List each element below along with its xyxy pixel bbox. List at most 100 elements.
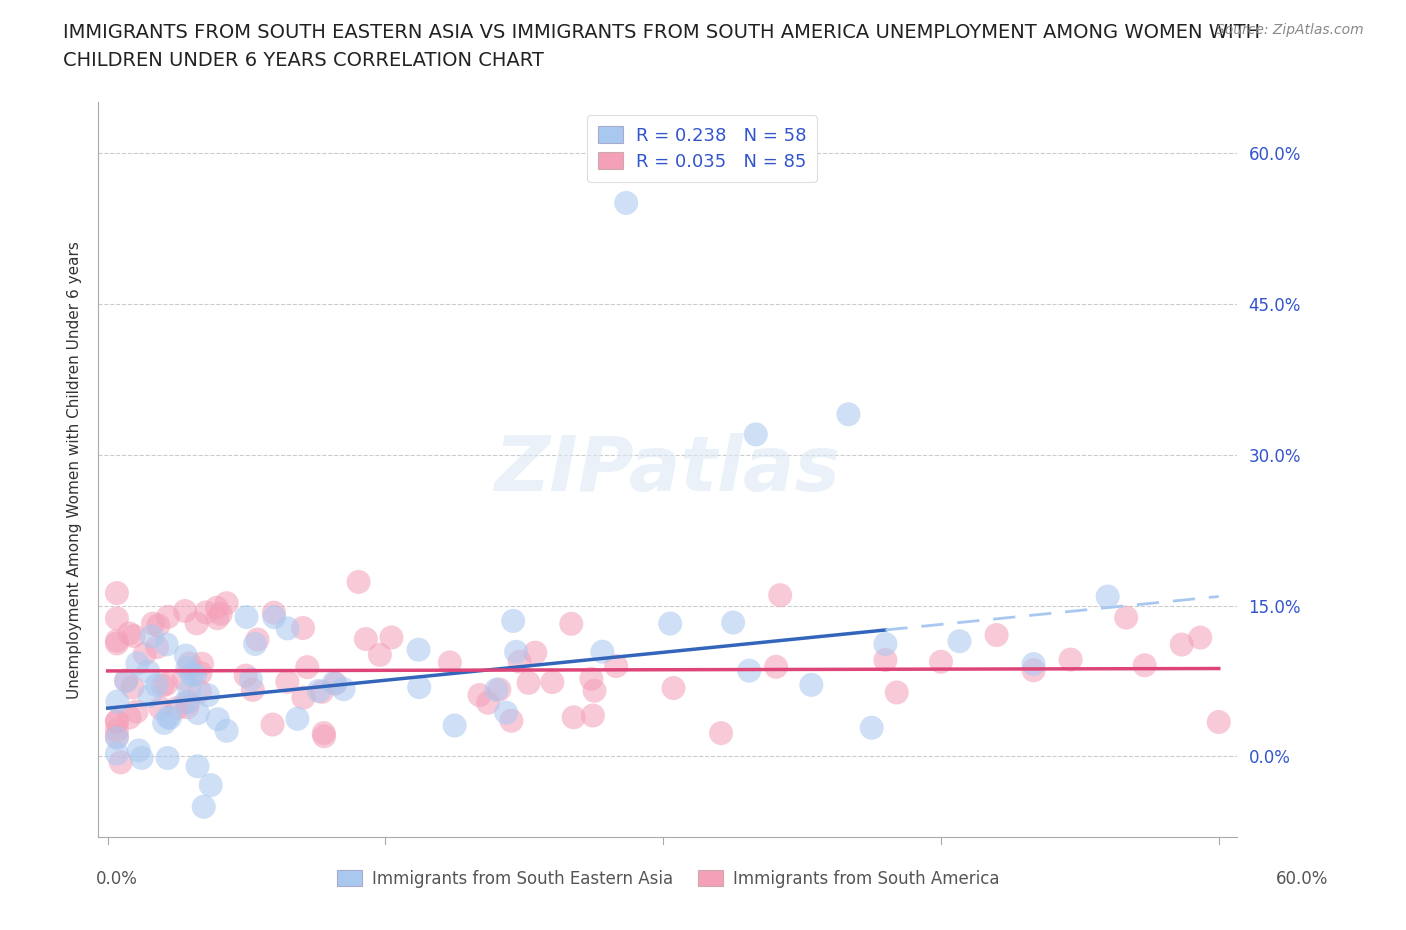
Point <box>141 629 163 644</box>
Point <box>1170 637 1192 652</box>
Point <box>875 636 897 651</box>
Point <box>105 729 128 744</box>
Point <box>242 683 264 698</box>
Point <box>263 610 285 625</box>
Point <box>662 681 685 696</box>
Point <box>1059 652 1081 667</box>
Text: ZIPatlas: ZIPatlas <box>495 432 841 507</box>
Y-axis label: Unemployment Among Women with Children Under 6 years: Unemployment Among Women with Children U… <box>66 241 82 698</box>
Point <box>121 680 143 695</box>
Point <box>190 666 212 681</box>
Point <box>1208 714 1230 729</box>
Point <box>148 618 170 632</box>
Point <box>505 644 527 659</box>
Point <box>195 604 218 619</box>
Point <box>721 615 744 630</box>
Point <box>235 669 257 684</box>
Point <box>380 630 402 644</box>
Point <box>325 676 347 691</box>
Point <box>524 645 547 660</box>
Point <box>1189 631 1212 645</box>
Point <box>710 725 733 740</box>
Point <box>173 671 195 686</box>
Point <box>659 617 682 631</box>
Point <box>179 656 201 671</box>
Point <box>502 614 524 629</box>
Point <box>188 684 211 698</box>
Point <box>583 684 606 698</box>
Point <box>128 743 150 758</box>
Point <box>246 632 269 647</box>
Point <box>745 427 768 442</box>
Point <box>240 672 263 687</box>
Point <box>477 696 499 711</box>
Point <box>235 609 257 624</box>
Point <box>174 648 197 663</box>
Point <box>152 678 174 693</box>
Point <box>115 673 138 688</box>
Point <box>125 704 148 719</box>
Point <box>408 680 430 695</box>
Point <box>105 731 128 746</box>
Point <box>485 683 508 698</box>
Point <box>186 759 208 774</box>
Point <box>314 729 336 744</box>
Point <box>145 678 167 693</box>
Point <box>180 667 202 682</box>
Point <box>860 721 883 736</box>
Point <box>287 711 309 726</box>
Point <box>1115 610 1137 625</box>
Point <box>207 611 229 626</box>
Point <box>488 682 510 697</box>
Point <box>800 677 823 692</box>
Point <box>605 658 627 673</box>
Point <box>769 588 792 603</box>
Point <box>131 751 153 765</box>
Point <box>138 688 160 703</box>
Point <box>332 682 354 697</box>
Point <box>118 626 141 641</box>
Point <box>187 706 209 721</box>
Point <box>560 617 582 631</box>
Legend: Immigrants from South Eastern Asia, Immigrants from South America: Immigrants from South Eastern Asia, Immi… <box>330 863 1005 895</box>
Point <box>134 646 156 661</box>
Point <box>105 714 128 729</box>
Point <box>157 710 180 724</box>
Text: CHILDREN UNDER 6 YEARS CORRELATION CHART: CHILDREN UNDER 6 YEARS CORRELATION CHART <box>63 51 544 70</box>
Point <box>105 747 128 762</box>
Point <box>149 701 172 716</box>
Point <box>591 644 613 659</box>
Point <box>262 717 284 732</box>
Point <box>929 655 952 670</box>
Point <box>191 657 214 671</box>
Point <box>157 609 180 624</box>
Point <box>886 685 908 700</box>
Point <box>118 710 141 724</box>
Point <box>209 606 232 621</box>
Point <box>110 755 132 770</box>
Point <box>105 694 128 709</box>
Point <box>184 668 207 683</box>
Point <box>105 636 128 651</box>
Point <box>207 711 229 726</box>
Point <box>176 699 198 714</box>
Point <box>501 713 523 728</box>
Point <box>156 751 179 765</box>
Point <box>177 695 200 710</box>
Point <box>176 660 198 675</box>
Point <box>765 659 787 674</box>
Point <box>368 647 391 662</box>
Point <box>875 653 897 668</box>
Point <box>136 664 159 679</box>
Point <box>837 406 859 421</box>
Point <box>277 621 299 636</box>
Point <box>347 575 370 590</box>
Point <box>166 700 188 715</box>
Point <box>1022 663 1045 678</box>
Point <box>276 674 298 689</box>
Point <box>354 631 377 646</box>
Point <box>200 777 222 792</box>
Point <box>263 605 285 620</box>
Point <box>986 628 1008 643</box>
Point <box>297 659 319 674</box>
